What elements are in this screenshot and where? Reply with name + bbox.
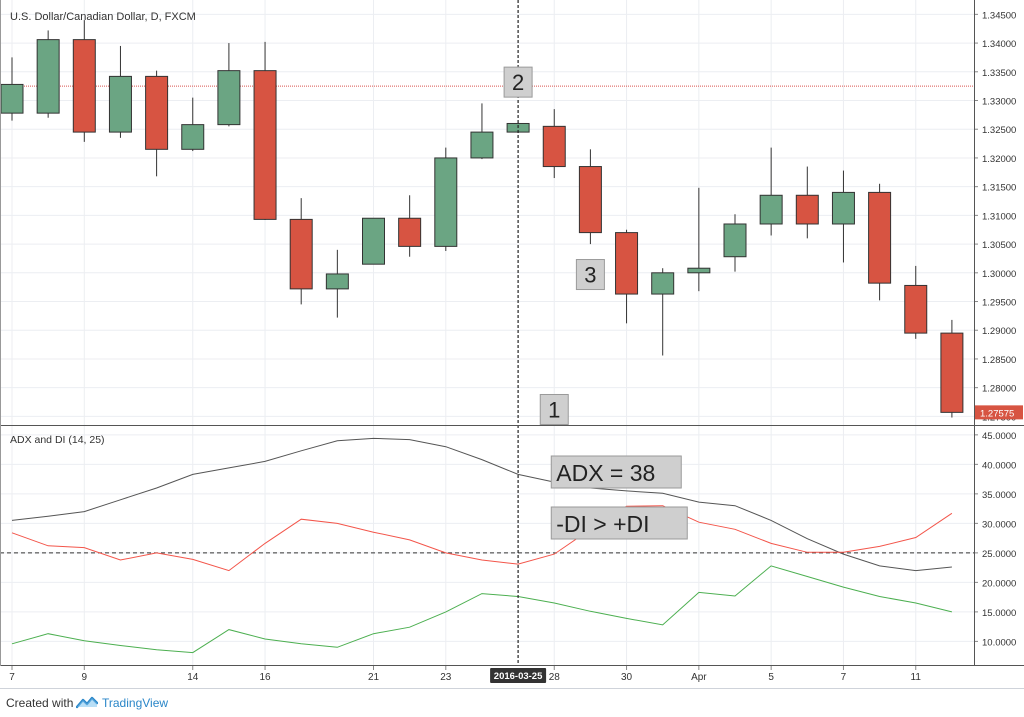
indicator-series-adx	[11, 437, 952, 572]
price-tick-label: 1.30500	[982, 240, 1016, 251]
candle-body	[470, 131, 494, 159]
chart-svg: 1.275001.280001.285001.290001.295001.300…	[0, 0, 1024, 688]
candle-body	[904, 284, 928, 334]
annotation-box	[539, 393, 569, 425]
candle-body	[362, 217, 385, 265]
tradingview-logo-icon[interactable]	[76, 695, 98, 709]
footer-brand-link[interactable]: TradingView	[102, 696, 169, 710]
time-tick-label: Apr	[691, 672, 707, 683]
time-tick-label: 11	[911, 672, 922, 683]
candle-body	[723, 223, 747, 258]
price-tick-label: 1.34000	[982, 39, 1016, 50]
indicator-tick-label: 10.0000	[982, 637, 1016, 648]
candle-body	[0, 83, 24, 114]
candle-body	[868, 191, 892, 284]
price-tick-label: 1.28500	[982, 355, 1016, 366]
time-tick-label: 16	[259, 672, 271, 683]
price-tick-label: 1.34500	[982, 10, 1016, 21]
price-tick-label: 1.31500	[982, 183, 1016, 194]
indicator-tick-label: 25.0000	[982, 549, 1016, 560]
candle-body	[108, 75, 132, 133]
candle-body	[615, 232, 639, 295]
indicator-series-minus-di	[11, 505, 953, 572]
candle-body	[795, 194, 819, 225]
annotation-box	[575, 259, 605, 291]
time-tick-label: 9	[82, 672, 88, 683]
time-tick-label: 7	[841, 672, 847, 683]
candle-body	[542, 125, 566, 168]
last-price-label: 1.27575	[980, 408, 1014, 419]
time-tick-label: 30	[621, 672, 633, 683]
indicator-tick-label: 20.0000	[982, 578, 1016, 589]
price-tick-label: 1.33000	[982, 97, 1016, 108]
candle-body	[831, 191, 855, 225]
di-annotation-label: -DI > +DI	[556, 511, 649, 537]
price-tick-label: 1.28000	[982, 384, 1016, 395]
indicator-tick-label: 15.0000	[982, 608, 1016, 619]
candle-body	[398, 217, 422, 247]
candle-body	[434, 157, 458, 247]
annotation-label: 3	[584, 263, 596, 288]
annotation-label: 1	[548, 397, 560, 422]
indicator-tick-label: 45.0000	[982, 431, 1016, 442]
chart-background	[0, 0, 1024, 688]
price-tick-label: 1.29000	[982, 326, 1016, 337]
indicator-tick-label: 40.0000	[982, 460, 1016, 471]
price-tick-label: 1.30000	[982, 269, 1016, 280]
indicator-series-plus-di	[11, 565, 953, 654]
adx-annotation-label: ADX = 38	[556, 460, 655, 486]
candle-body	[253, 70, 277, 220]
candle-body	[181, 124, 205, 150]
footer-created-with: Created with	[6, 696, 74, 710]
time-tick-label: 21	[368, 672, 380, 683]
candle-body	[651, 272, 675, 295]
indicator-title: ADX and DI (14, 25)	[10, 434, 105, 446]
price-chart-title: U.S. Dollar/Canadian Dollar, D, FXCM	[10, 11, 196, 23]
footer-bar: Created with TradingView	[0, 688, 1024, 717]
candle-body	[145, 75, 169, 150]
candle-body	[36, 39, 60, 114]
time-tick-label: 23	[440, 672, 452, 683]
candle-body	[325, 273, 349, 290]
annotation-box	[503, 66, 533, 98]
price-tick-label: 1.29500	[982, 298, 1016, 309]
crosshair-date-box	[490, 668, 547, 683]
adx-annotation-box	[550, 455, 682, 489]
candle-body	[687, 267, 711, 274]
indicator-tick-label: 35.0000	[982, 490, 1016, 501]
price-tick-label: 1.32500	[982, 125, 1016, 136]
di-annotation-box	[550, 506, 688, 540]
candle-body	[759, 194, 783, 225]
price-tick-label: 1.32000	[982, 154, 1016, 165]
time-tick-label: 14	[187, 672, 199, 683]
time-tick-label: 5	[768, 672, 774, 683]
price-tick-label: 1.33500	[982, 68, 1016, 79]
crosshair-date-label: 2016-03-25	[494, 671, 543, 682]
price-tick-label: 1.31000	[982, 211, 1016, 222]
last-price-box	[975, 405, 1023, 420]
time-tick-label: 7	[9, 672, 15, 683]
candle-body	[72, 39, 96, 133]
candle-body	[578, 166, 602, 234]
candle-body	[289, 218, 313, 290]
indicator-tick-label: 30.0000	[982, 519, 1016, 530]
candle-body	[217, 70, 241, 126]
candle-body	[940, 332, 964, 413]
annotation-label: 2	[512, 70, 524, 95]
time-tick-label: 28	[549, 672, 561, 683]
